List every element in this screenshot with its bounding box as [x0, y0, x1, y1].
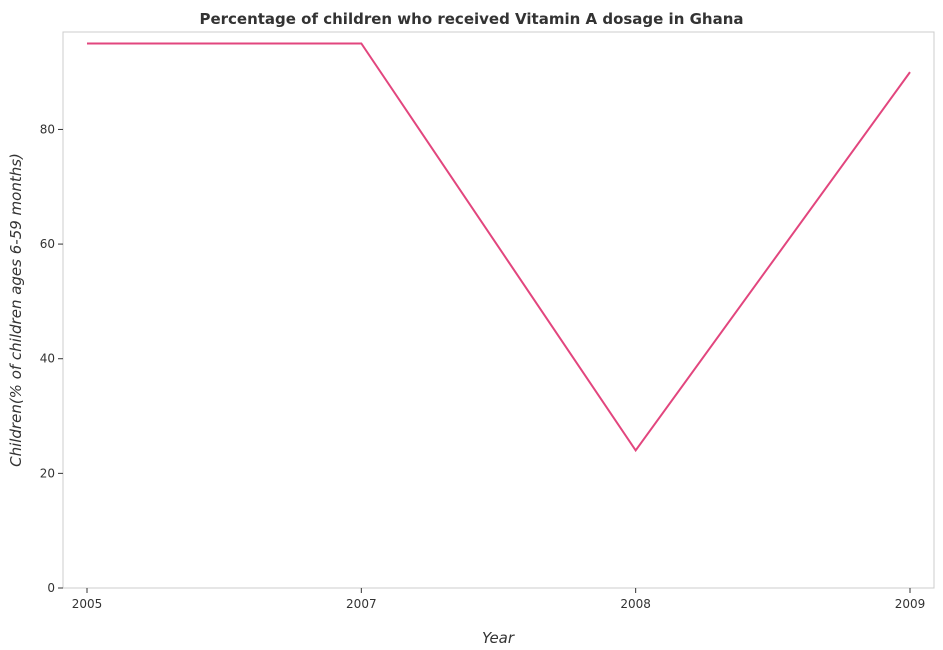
x-tick-label: 2008 [620, 597, 651, 611]
y-tick-label: 0 [47, 581, 55, 595]
x-axis-title: Year [482, 629, 515, 647]
x-axis: 2005 2007 2008 2009 [72, 588, 926, 611]
y-tick-label: 20 [40, 466, 55, 480]
x-tick-label: 2007 [346, 597, 377, 611]
chart-title: Percentage of children who received Vita… [199, 10, 744, 28]
y-tick-label: 60 [40, 237, 55, 251]
series-line [87, 42, 911, 453]
y-axis-title: Children(% of children ages 6-59 months) [7, 153, 25, 467]
x-tick-label: 2009 [895, 597, 926, 611]
series-layer [86, 42, 911, 453]
plot-area-frame [62, 31, 935, 589]
y-tick-label: 80 [40, 122, 55, 136]
y-tick-label: 40 [40, 352, 55, 366]
x-tick-label: 2005 [72, 597, 103, 611]
y-axis: 0 20 40 60 80 [40, 122, 63, 595]
